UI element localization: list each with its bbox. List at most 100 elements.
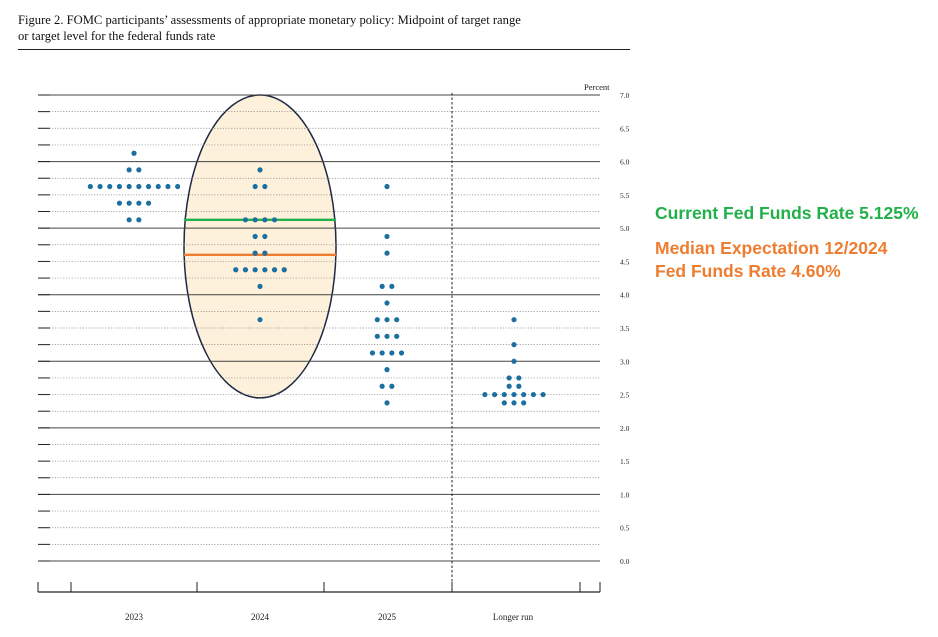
data-dot [281,267,287,273]
data-dot [384,317,390,323]
median-expectation-annotation: Median Expectation 12/2024 Fed Funds Rat… [655,237,887,283]
data-dot [516,375,522,381]
median-annotation-line-2: Fed Funds Rate 4.60% [655,261,841,281]
data-dot [136,217,142,223]
data-dot [136,200,142,206]
data-dot [136,183,142,190]
y-tick-label-2-5: 2.5 [620,391,630,400]
data-dot [262,267,268,273]
data-dot [107,183,113,190]
data-dot [116,200,123,206]
y-tick-label-3-5: 3.5 [620,324,630,333]
data-dot [175,183,181,190]
y-tick-label-7-0: 7.0 [620,91,630,100]
y-axis-title: Percent [584,82,610,92]
data-dot [511,400,517,406]
data-dot [257,283,263,289]
data-dot [262,217,268,223]
x-category-label-2024: 2024 [251,612,270,622]
data-dot [374,333,380,339]
data-dot [384,400,390,406]
data-dot [389,283,395,289]
y-tick-label-2-0: 2.0 [620,424,630,433]
data-dot [384,300,390,306]
data-dot [242,217,249,223]
data-dot [242,267,249,273]
data-dot [501,391,507,398]
data-dot [87,183,93,190]
data-dot [257,317,263,323]
data-dot [492,391,498,398]
data-dot [262,233,268,240]
data-dot [394,317,400,323]
data-dot [516,383,522,389]
data-dot [384,333,390,339]
data-dot [384,367,390,373]
data-dot [501,400,507,406]
highlight-ellipse-2024 [183,94,337,399]
data-dot [511,342,517,348]
data-dot [136,167,142,173]
caption-line-2: or target level for the federal funds ra… [18,29,216,43]
data-dot [252,267,258,273]
y-tick-label-3-0: 3.0 [620,357,630,366]
data-dot [126,183,132,190]
y-tick-label-6-5: 6.5 [620,124,630,133]
data-dot [521,400,527,406]
caption-rule [18,49,630,50]
x-category-label-longer-run: Longer run [493,612,534,622]
data-dot [511,317,517,323]
y-tick-label-1-0: 1.0 [620,490,630,499]
y-tick-label-4-5: 4.5 [620,257,630,266]
data-dot [252,183,258,190]
data-dot [511,358,517,364]
data-dot [379,383,385,389]
y-tick-label-0-0: 0.0 [620,557,630,566]
data-dot [233,267,239,273]
data-dot [155,183,161,190]
data-dot [262,183,268,190]
data-dot [511,391,517,398]
data-dot [506,375,512,381]
data-dot [384,183,390,190]
data-dot [126,167,132,173]
data-dot [252,233,258,240]
data-dot [389,350,395,356]
data-dot [389,383,395,389]
y-tick-label-0-5: 0.5 [620,524,630,533]
y-tick-label-1-5: 1.5 [620,457,630,466]
median-annotation-line-1: Median Expectation 12/2024 [655,238,888,258]
x-category-label-2023: 2023 [125,612,144,622]
data-dot [257,167,263,173]
y-tick-label-6-0: 6.0 [620,158,630,167]
data-dot [145,200,152,206]
data-dot [97,183,103,190]
y-tick-label-5-5: 5.5 [620,191,630,200]
data-dot [384,250,390,256]
data-dot [374,317,380,323]
data-dot [145,183,152,190]
data-dot [252,250,258,256]
data-dot [271,267,278,273]
data-dot [521,391,527,398]
data-dot [126,217,132,223]
x-category-label-2025: 2025 [378,612,397,622]
data-dot [540,391,546,398]
data-dot [262,250,268,256]
data-dot [271,217,278,223]
data-dot [379,350,385,356]
data-dot [126,200,132,206]
current-rate-annotation: Current Fed Funds Rate 5.125% [655,203,919,223]
data-dot [131,150,137,156]
data-dot [384,233,390,240]
data-dot [252,217,258,223]
data-dot [394,333,400,339]
y-tick-label-4-0: 4.0 [620,291,630,300]
data-dot [116,183,123,190]
data-dot [482,391,488,398]
figure-caption: Figure 2. FOMC participants’ assessments… [18,12,630,44]
data-dot [506,383,512,389]
data-dot [369,350,376,356]
caption-line-1: Figure 2. FOMC participants’ assessments… [18,13,521,27]
data-dot [530,391,537,398]
